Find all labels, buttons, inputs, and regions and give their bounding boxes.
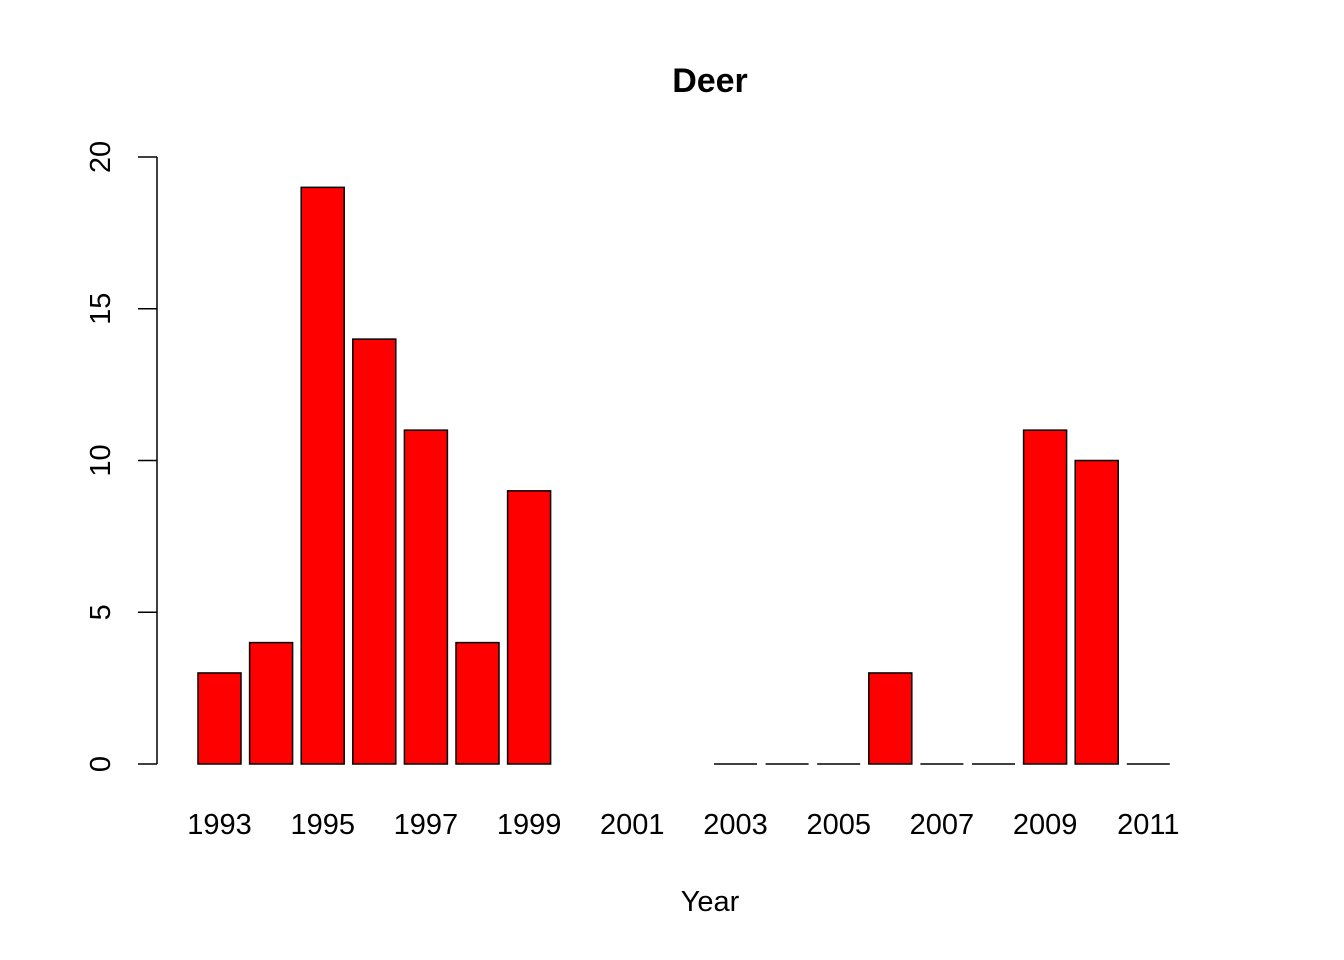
- bar-2006: [868, 672, 913, 765]
- x-tick-label: 2009: [1013, 809, 1078, 841]
- x-tick-label: 2005: [806, 809, 871, 841]
- x-tick-label: 1993: [187, 809, 252, 841]
- y-tick-label: 10: [85, 444, 117, 476]
- bar-1999: [506, 490, 552, 765]
- x-tick-labels: 1993 1995 1997 1999 2001 2003 2005 2007 2009 2011: [187, 809, 1179, 841]
- x-tick-label: 2011: [1117, 809, 1179, 841]
- bar-1998: [455, 641, 500, 765]
- chart-title: Deer: [672, 62, 748, 100]
- bar-1995: [300, 186, 345, 765]
- y-tick-label: 15: [85, 293, 117, 325]
- bar-1993: [197, 672, 242, 765]
- bar-2009: [1022, 429, 1068, 765]
- x-tick-label: 2003: [703, 809, 768, 841]
- bar-2010: [1074, 459, 1119, 765]
- x-tick-label: 1997: [394, 809, 459, 841]
- y-tick-label: 20: [85, 141, 117, 173]
- bar-1997: [403, 429, 449, 765]
- y-tick-label: 5: [85, 604, 117, 620]
- y-axis: 0 5 10 15 20: [85, 141, 158, 772]
- x-axis-label: Year: [681, 886, 740, 918]
- x-tick-label: 1995: [290, 809, 355, 841]
- bar-1994: [248, 641, 294, 765]
- x-tick-label: 2001: [600, 809, 665, 841]
- bars-group: [197, 186, 1170, 765]
- x-tick-label: 2007: [910, 809, 975, 841]
- bar-1996: [352, 338, 397, 765]
- x-tick-label: 1999: [497, 809, 562, 841]
- y-tick-label: 0: [85, 756, 117, 772]
